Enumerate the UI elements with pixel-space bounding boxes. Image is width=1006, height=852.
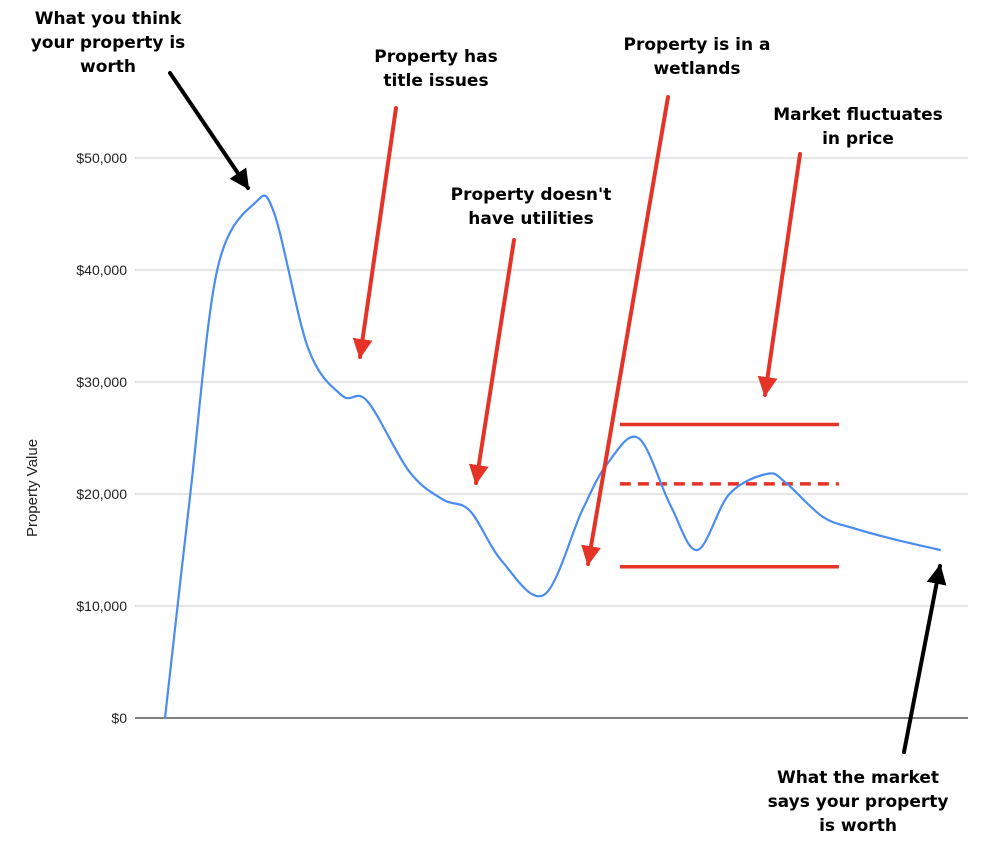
- annotation-arrow: [757, 152, 802, 397]
- annotation: Market fluctuates in price: [757, 105, 943, 397]
- y-tick-label: $10,000: [76, 598, 127, 614]
- y-axis-title: Property Value: [24, 439, 41, 537]
- range-reference-lines: [619, 422, 839, 569]
- y-tick-label: $40,000: [76, 262, 127, 278]
- y-tick-label: $50,000: [76, 150, 127, 166]
- annotation: Property is in a wetlands: [581, 35, 771, 566]
- annotation-arrow: [581, 95, 670, 566]
- annotation-text: Property is in a wetlands: [624, 35, 771, 79]
- annotation: What the market says your property is wort…: [768, 564, 949, 836]
- annotation-arrow: [468, 238, 516, 485]
- annotations: What you think your property is worth Prope…: [31, 9, 949, 836]
- annotation-arrow: [168, 71, 250, 190]
- y-tick-label: $0: [111, 710, 127, 726]
- annotation-text: What you think your property is worth: [31, 9, 186, 77]
- annotation-text: Property has title issues: [374, 47, 497, 91]
- annotation-text: Property doesn't have utilities: [451, 185, 612, 229]
- series-line-property-value: [163, 194, 942, 720]
- annotation-text: What the market says your property is wort…: [768, 768, 949, 836]
- annotation: Property has title issues: [352, 47, 498, 359]
- y-tick-label: $20,000: [76, 486, 127, 502]
- y-tick-label: $30,000: [76, 374, 127, 390]
- annotation: What you think your property is worth: [31, 9, 250, 190]
- annotation-arrow: [352, 106, 398, 359]
- gridlines: [135, 157, 968, 607]
- annotation-text: Market fluctuates in price: [773, 105, 942, 149]
- y-tick-labels: $0 $10,000 $20,000 $30,000 $40,000 $50,000: [76, 150, 127, 726]
- annotation: Property doesn't have utilities: [451, 185, 612, 485]
- annotation-arrow: [902, 564, 947, 754]
